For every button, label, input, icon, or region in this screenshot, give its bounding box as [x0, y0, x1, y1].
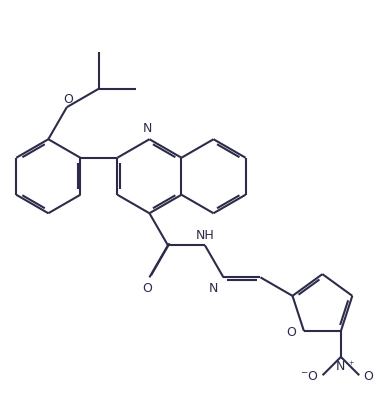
Text: O: O [64, 93, 74, 106]
Text: O: O [287, 325, 297, 338]
Text: O: O [143, 281, 153, 294]
Text: $^{+}$: $^{+}$ [347, 359, 355, 369]
Text: O: O [363, 369, 373, 382]
Text: N: N [336, 359, 346, 372]
Text: N: N [143, 121, 152, 135]
Text: $^{-}$O: $^{-}$O [300, 369, 319, 382]
Text: NH: NH [196, 228, 214, 241]
Text: N: N [209, 281, 218, 294]
